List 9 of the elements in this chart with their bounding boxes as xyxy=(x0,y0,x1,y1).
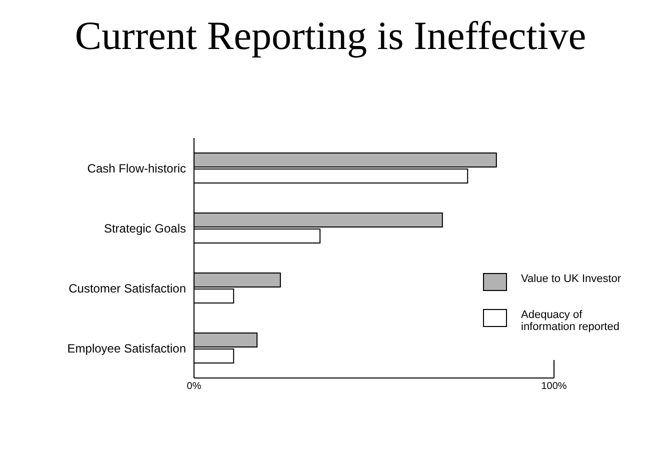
chart-title: Current Reporting is Ineffective xyxy=(74,12,588,60)
x-tick-label: 0% xyxy=(186,381,202,392)
y-tick-label: Cash Flow-historic xyxy=(87,161,186,176)
legend-label: Adequacy of information reported xyxy=(521,309,620,333)
y-tick-label: Employee Satisfaction xyxy=(67,341,186,356)
legend-label: Value to UK Investor xyxy=(521,273,622,285)
x-tick-label: 100% xyxy=(541,381,567,392)
y-tick-label: Strategic Goals xyxy=(104,221,186,236)
y-tick-label: Customer Satisfaction xyxy=(68,281,186,296)
